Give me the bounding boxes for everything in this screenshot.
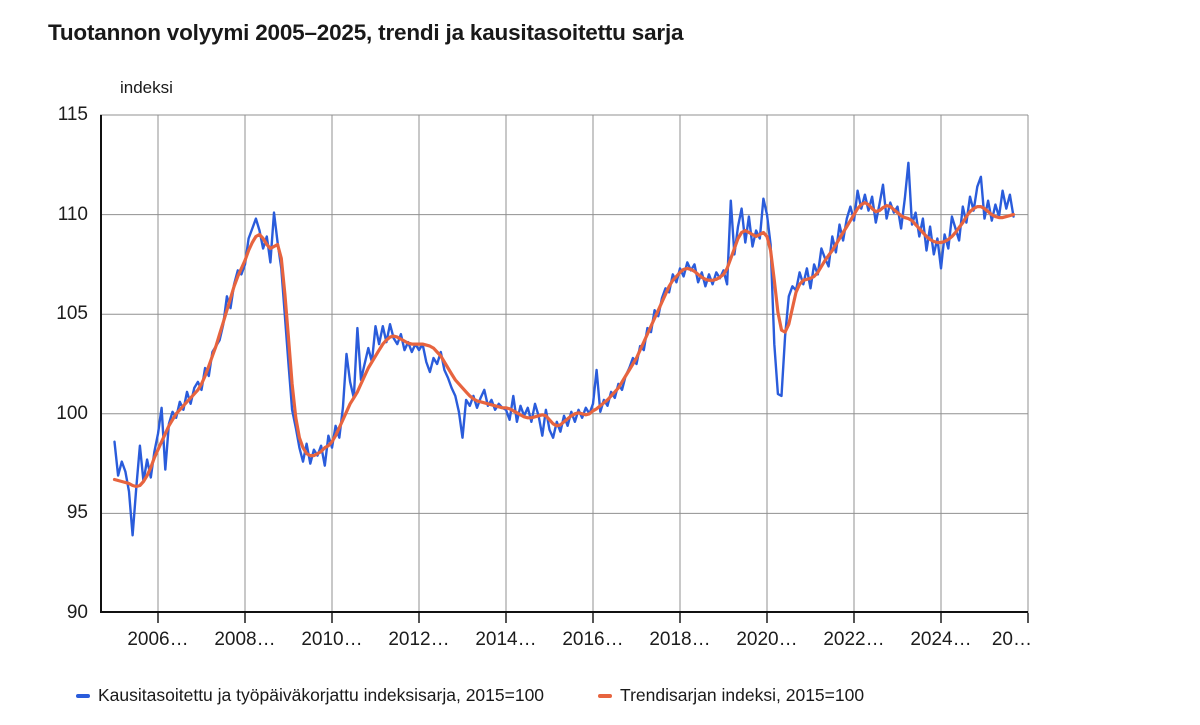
y-axis-unit-label: indeksi xyxy=(120,78,173,97)
x-tick-label: 2018… xyxy=(649,629,711,650)
x-tick-label: 2020… xyxy=(736,629,798,650)
legend-label: Trendisarjan indeksi, 2015=100 xyxy=(620,685,865,705)
y-tick-label: 90 xyxy=(66,602,88,623)
legend-dash-icon xyxy=(598,694,613,698)
series-line-trend xyxy=(112,200,1016,489)
x-tick-label: 2016… xyxy=(562,629,624,650)
chart-svg xyxy=(100,114,1029,623)
y-tick-label: 95 xyxy=(66,502,88,524)
x-tick-label: 2012… xyxy=(388,629,450,650)
x-tick-label: 2008… xyxy=(214,629,276,650)
y-tick-label: 105 xyxy=(56,303,88,325)
y-tick-label: 100 xyxy=(56,402,88,424)
x-tick-label: 20… xyxy=(991,629,1032,650)
x-tick-label: 2022… xyxy=(823,629,885,650)
hamburger-menu-button[interactable] xyxy=(1002,20,1038,48)
x-tick-label: 2024… xyxy=(910,629,972,650)
x-tick-label: 2010… xyxy=(301,629,363,650)
chart-legend: Kausitasoitettu ja työpäiväkorjattu inde… xyxy=(76,685,864,706)
x-tick-label: 2006… xyxy=(127,629,189,650)
legend-item-seasonally-adjusted[interactable]: Kausitasoitettu ja työpäiväkorjattu inde… xyxy=(76,685,544,706)
legend-dash-icon xyxy=(76,694,90,698)
y-tick-label: 110 xyxy=(57,203,88,225)
y-tick-label: 115 xyxy=(57,104,88,125)
page-title: Tuotannon volyymi 2005–2025, trendi ja k… xyxy=(48,20,684,45)
legend-label: Kausitasoitettu ja työpäiväkorjattu inde… xyxy=(98,685,545,705)
series-line-seasonally-adjusted xyxy=(113,161,1015,537)
legend-item-trend[interactable]: Trendisarjan indeksi, 2015=100 xyxy=(598,685,864,706)
x-tick-label: 2014… xyxy=(475,629,537,650)
